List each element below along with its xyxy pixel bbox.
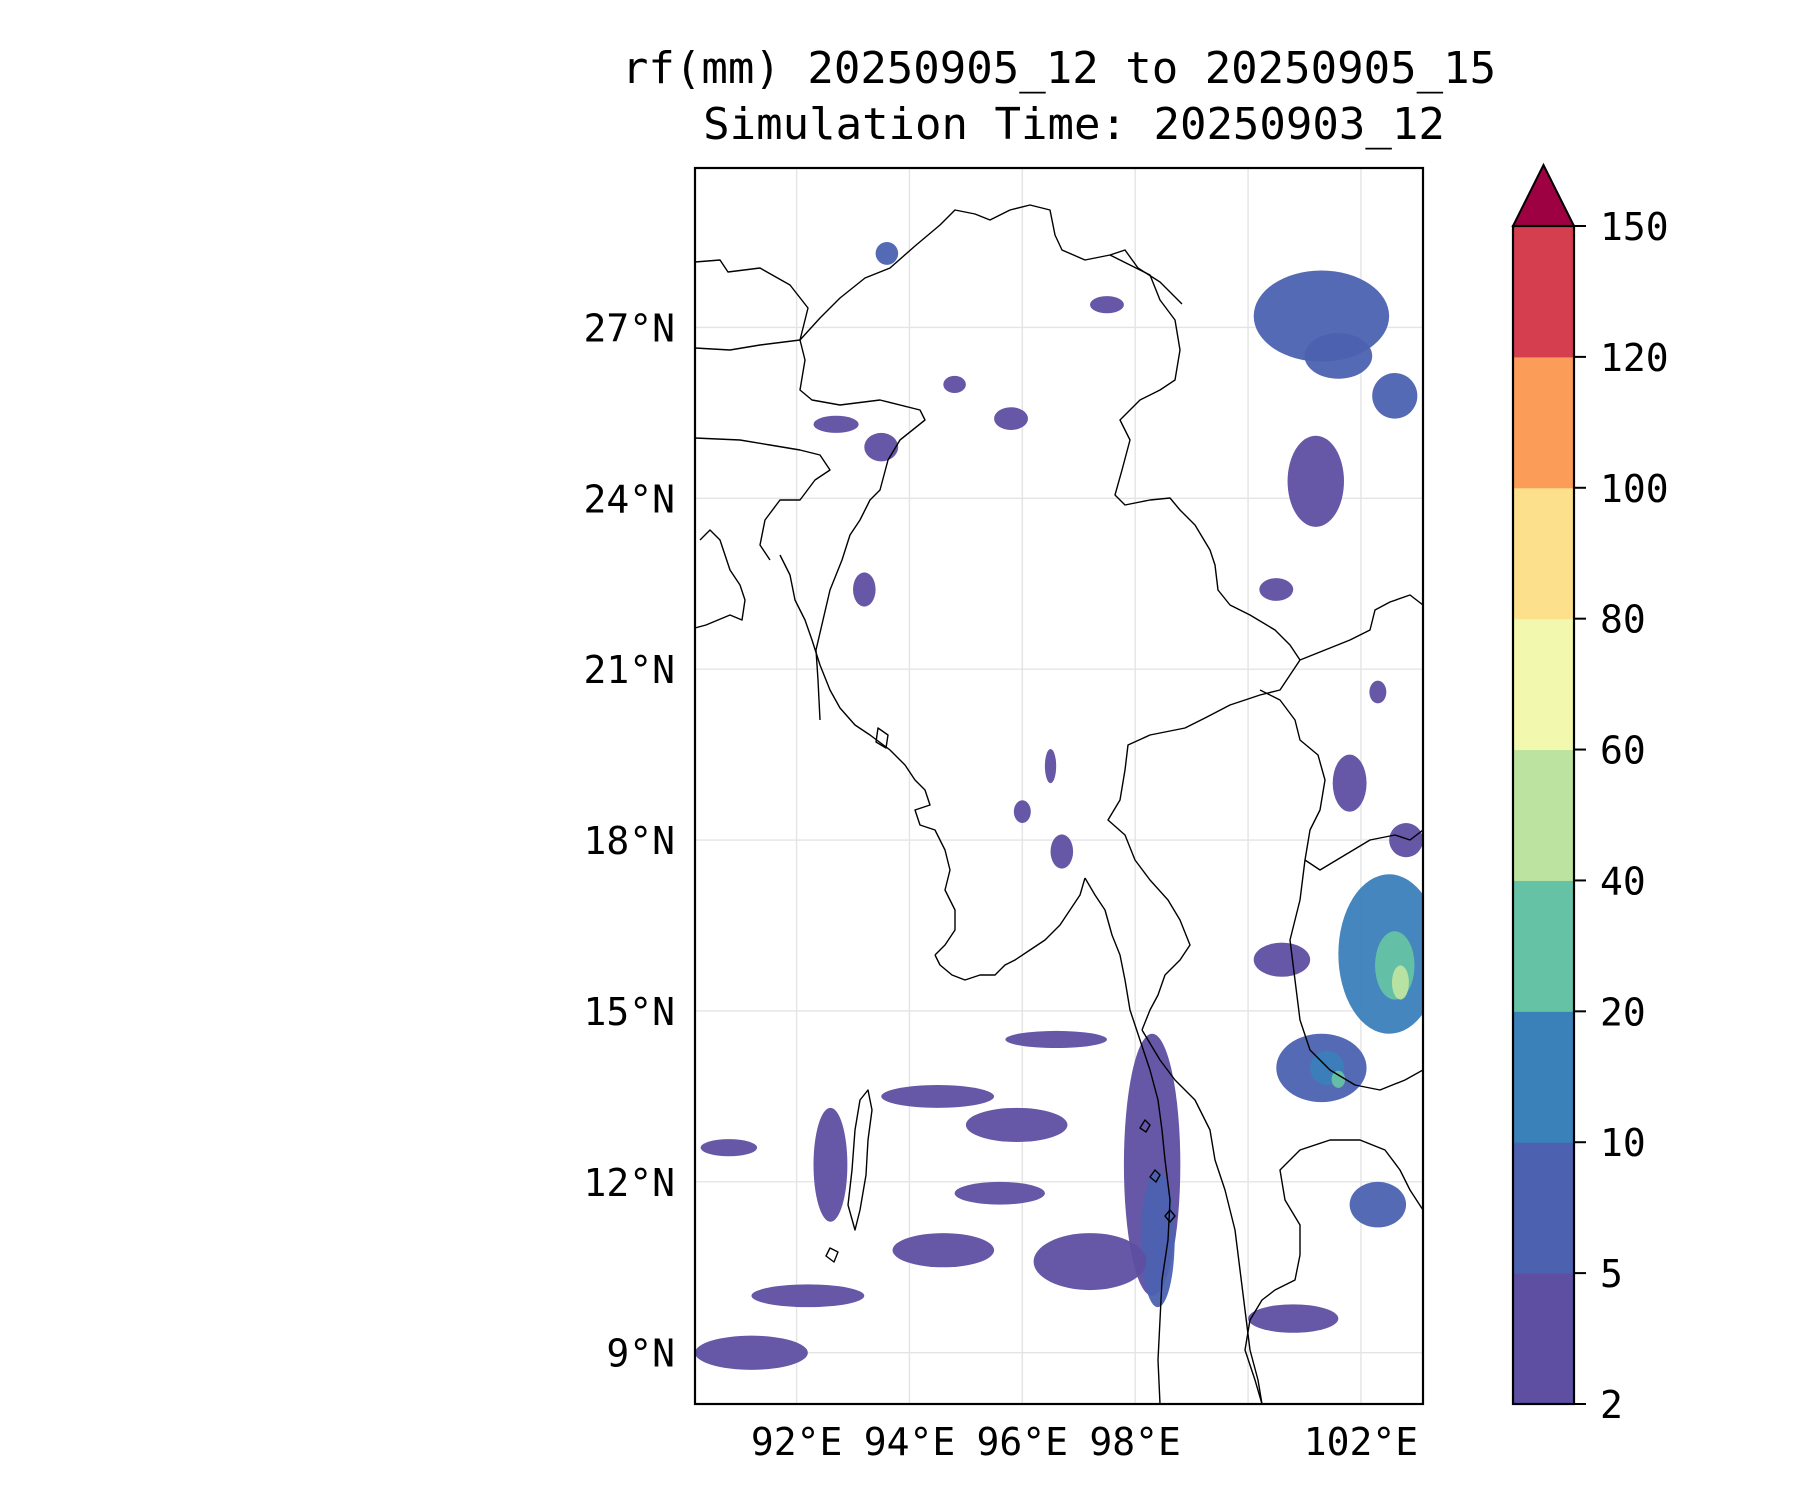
rain-cell-1 bbox=[1304, 333, 1373, 379]
lon-label-2: 96°E bbox=[977, 1420, 1069, 1464]
coast-irrawaddy-delta bbox=[934, 877, 1086, 981]
lon-label-1: 94°E bbox=[864, 1420, 956, 1464]
border-myanmar-thailand bbox=[1107, 659, 1301, 1031]
rain-cell-36 bbox=[994, 407, 1028, 431]
rain-cell-20 bbox=[881, 1085, 995, 1108]
colorbar-frame bbox=[1511, 224, 1576, 1406]
colorbar: 2 5 10 20 40 60 80 100 120 150 bbox=[1511, 162, 1669, 1427]
island-mergui-1 bbox=[1139, 1119, 1151, 1133]
rain-cell-34 bbox=[1044, 748, 1057, 784]
colorbar-band-1 bbox=[1513, 1142, 1574, 1274]
border-north bbox=[695, 204, 1183, 341]
colorbar-extend-triangle bbox=[1511, 162, 1576, 227]
coast-bangladesh bbox=[695, 529, 746, 629]
colorbar-band-3 bbox=[1513, 880, 1574, 1012]
lon-label-3: 98°E bbox=[1089, 1420, 1181, 1464]
rain-cell-5 bbox=[813, 415, 859, 433]
colorbar-label-8: 120 bbox=[1600, 336, 1669, 380]
colorbar-band-8 bbox=[1513, 226, 1574, 358]
colorbar-band-5 bbox=[1513, 618, 1574, 751]
rain-cell-6 bbox=[864, 432, 899, 462]
rain-cell-17 bbox=[1140, 1170, 1175, 1308]
rain-cell-35 bbox=[943, 375, 966, 393]
rain-cell-7 bbox=[875, 242, 899, 265]
lon-label-0: 92°E bbox=[751, 1420, 843, 1464]
coastlines-borders bbox=[695, 204, 1423, 1404]
lat-label-0: 27°N bbox=[583, 306, 675, 350]
colorbar-band-2 bbox=[1513, 1011, 1574, 1143]
rain-cell-26 bbox=[1005, 1030, 1107, 1049]
rain-cell-18 bbox=[1033, 1233, 1147, 1291]
rain-cell-15 bbox=[1253, 942, 1311, 977]
colorbar-label-5: 60 bbox=[1600, 729, 1646, 773]
lat-label-6: 9°N bbox=[606, 1332, 675, 1376]
colorbar-bands bbox=[1513, 226, 1574, 1405]
border-laos-south bbox=[1259, 689, 1423, 871]
rain-cell-29 bbox=[1349, 1181, 1407, 1228]
rain-cell-2 bbox=[1372, 373, 1418, 419]
island-ramree bbox=[875, 727, 889, 749]
map-panel: 27°N 24°N 21°N 18°N 15°N 12°N 9°N 92°E 94°E 96°E… bbox=[583, 166, 1425, 1464]
colorbar-tick-labels: 2 5 10 20 40 60 80 100 120 150 bbox=[1574, 205, 1669, 1427]
island-mergui-2 bbox=[1149, 1169, 1161, 1183]
lat-label-1: 24°N bbox=[583, 477, 675, 521]
lat-label-5: 12°N bbox=[583, 1161, 675, 1205]
lat-label-3: 18°N bbox=[583, 819, 675, 863]
coast-gulf-thailand bbox=[1244, 1139, 1423, 1404]
colorbar-label-1: 5 bbox=[1600, 1252, 1623, 1296]
rain-cell-30 bbox=[1332, 754, 1367, 812]
rain-cell-19 bbox=[965, 1107, 1068, 1142]
lat-label-4: 15°N bbox=[583, 990, 675, 1034]
colorbar-band-7 bbox=[1513, 356, 1574, 489]
border-laos bbox=[1299, 594, 1423, 661]
rain-cell-4 bbox=[853, 572, 876, 607]
rain-cell-23 bbox=[695, 1335, 808, 1370]
title-line-1: rf(mm) 20250905_12 to 20250905_15 bbox=[622, 43, 1496, 94]
rain-cell-32 bbox=[1050, 834, 1074, 869]
rain-cell-28 bbox=[1248, 1304, 1339, 1333]
rain-cell-21 bbox=[892, 1233, 995, 1268]
longitude-tick-labels: 92°E 94°E 96°E 98°E 102°E bbox=[751, 1420, 1418, 1464]
border-peninsula bbox=[1141, 1029, 1263, 1404]
title-line-2: Simulation Time: 20250903_12 bbox=[703, 99, 1445, 150]
rain-cell-37 bbox=[1259, 578, 1294, 601]
border-myanmar-west bbox=[815, 419, 926, 721]
rain-cell-31 bbox=[1389, 823, 1423, 858]
rain-cell-14 bbox=[1331, 1070, 1346, 1088]
rain-cell-27 bbox=[954, 1181, 1045, 1205]
rain-cell-8 bbox=[1090, 296, 1124, 314]
colorbar-band-0 bbox=[1513, 1273, 1574, 1405]
colorbar-label-2: 10 bbox=[1600, 1121, 1646, 1165]
colorbar-label-3: 20 bbox=[1600, 990, 1646, 1034]
colorbar-label-9: 150 bbox=[1600, 205, 1669, 249]
latitude-tick-labels: 27°N 24°N 21°N 18°N 15°N 12°N 9°N bbox=[583, 306, 675, 1375]
border-myanmar-china bbox=[1109, 254, 1301, 661]
coast-tenasserim bbox=[1084, 877, 1171, 1404]
map-background bbox=[695, 168, 1423, 1404]
rain-cell-11 bbox=[1391, 965, 1409, 1000]
colorbar-band-6 bbox=[1513, 487, 1574, 620]
colorbar-band-4 bbox=[1513, 749, 1574, 881]
rain-cell-38 bbox=[1369, 680, 1387, 704]
rain-cell-22 bbox=[751, 1284, 865, 1308]
coast-rakhine bbox=[779, 554, 956, 956]
island-mergui-3 bbox=[1164, 1209, 1176, 1223]
lat-label-2: 21°N bbox=[583, 648, 675, 692]
border-india-bangladesh bbox=[695, 339, 926, 441]
lon-label-4: 102°E bbox=[1304, 1420, 1418, 1464]
map-frame bbox=[693, 166, 1425, 1406]
island-andaman-north bbox=[847, 1089, 873, 1231]
rain-cell-25 bbox=[813, 1107, 848, 1222]
colorbar-label-6: 80 bbox=[1600, 598, 1646, 642]
colorbar-label-7: 100 bbox=[1600, 467, 1669, 511]
colorbar-label-4: 40 bbox=[1600, 859, 1646, 903]
island-andaman-little bbox=[825, 1247, 839, 1263]
rain-cell-33 bbox=[1013, 800, 1031, 824]
rain-cell-3 bbox=[1287, 435, 1344, 527]
border-cambodia bbox=[1289, 859, 1423, 1091]
colorbar-label-0: 2 bbox=[1600, 1383, 1623, 1427]
rain-cell-24 bbox=[700, 1139, 758, 1157]
border-bangladesh bbox=[695, 437, 831, 561]
